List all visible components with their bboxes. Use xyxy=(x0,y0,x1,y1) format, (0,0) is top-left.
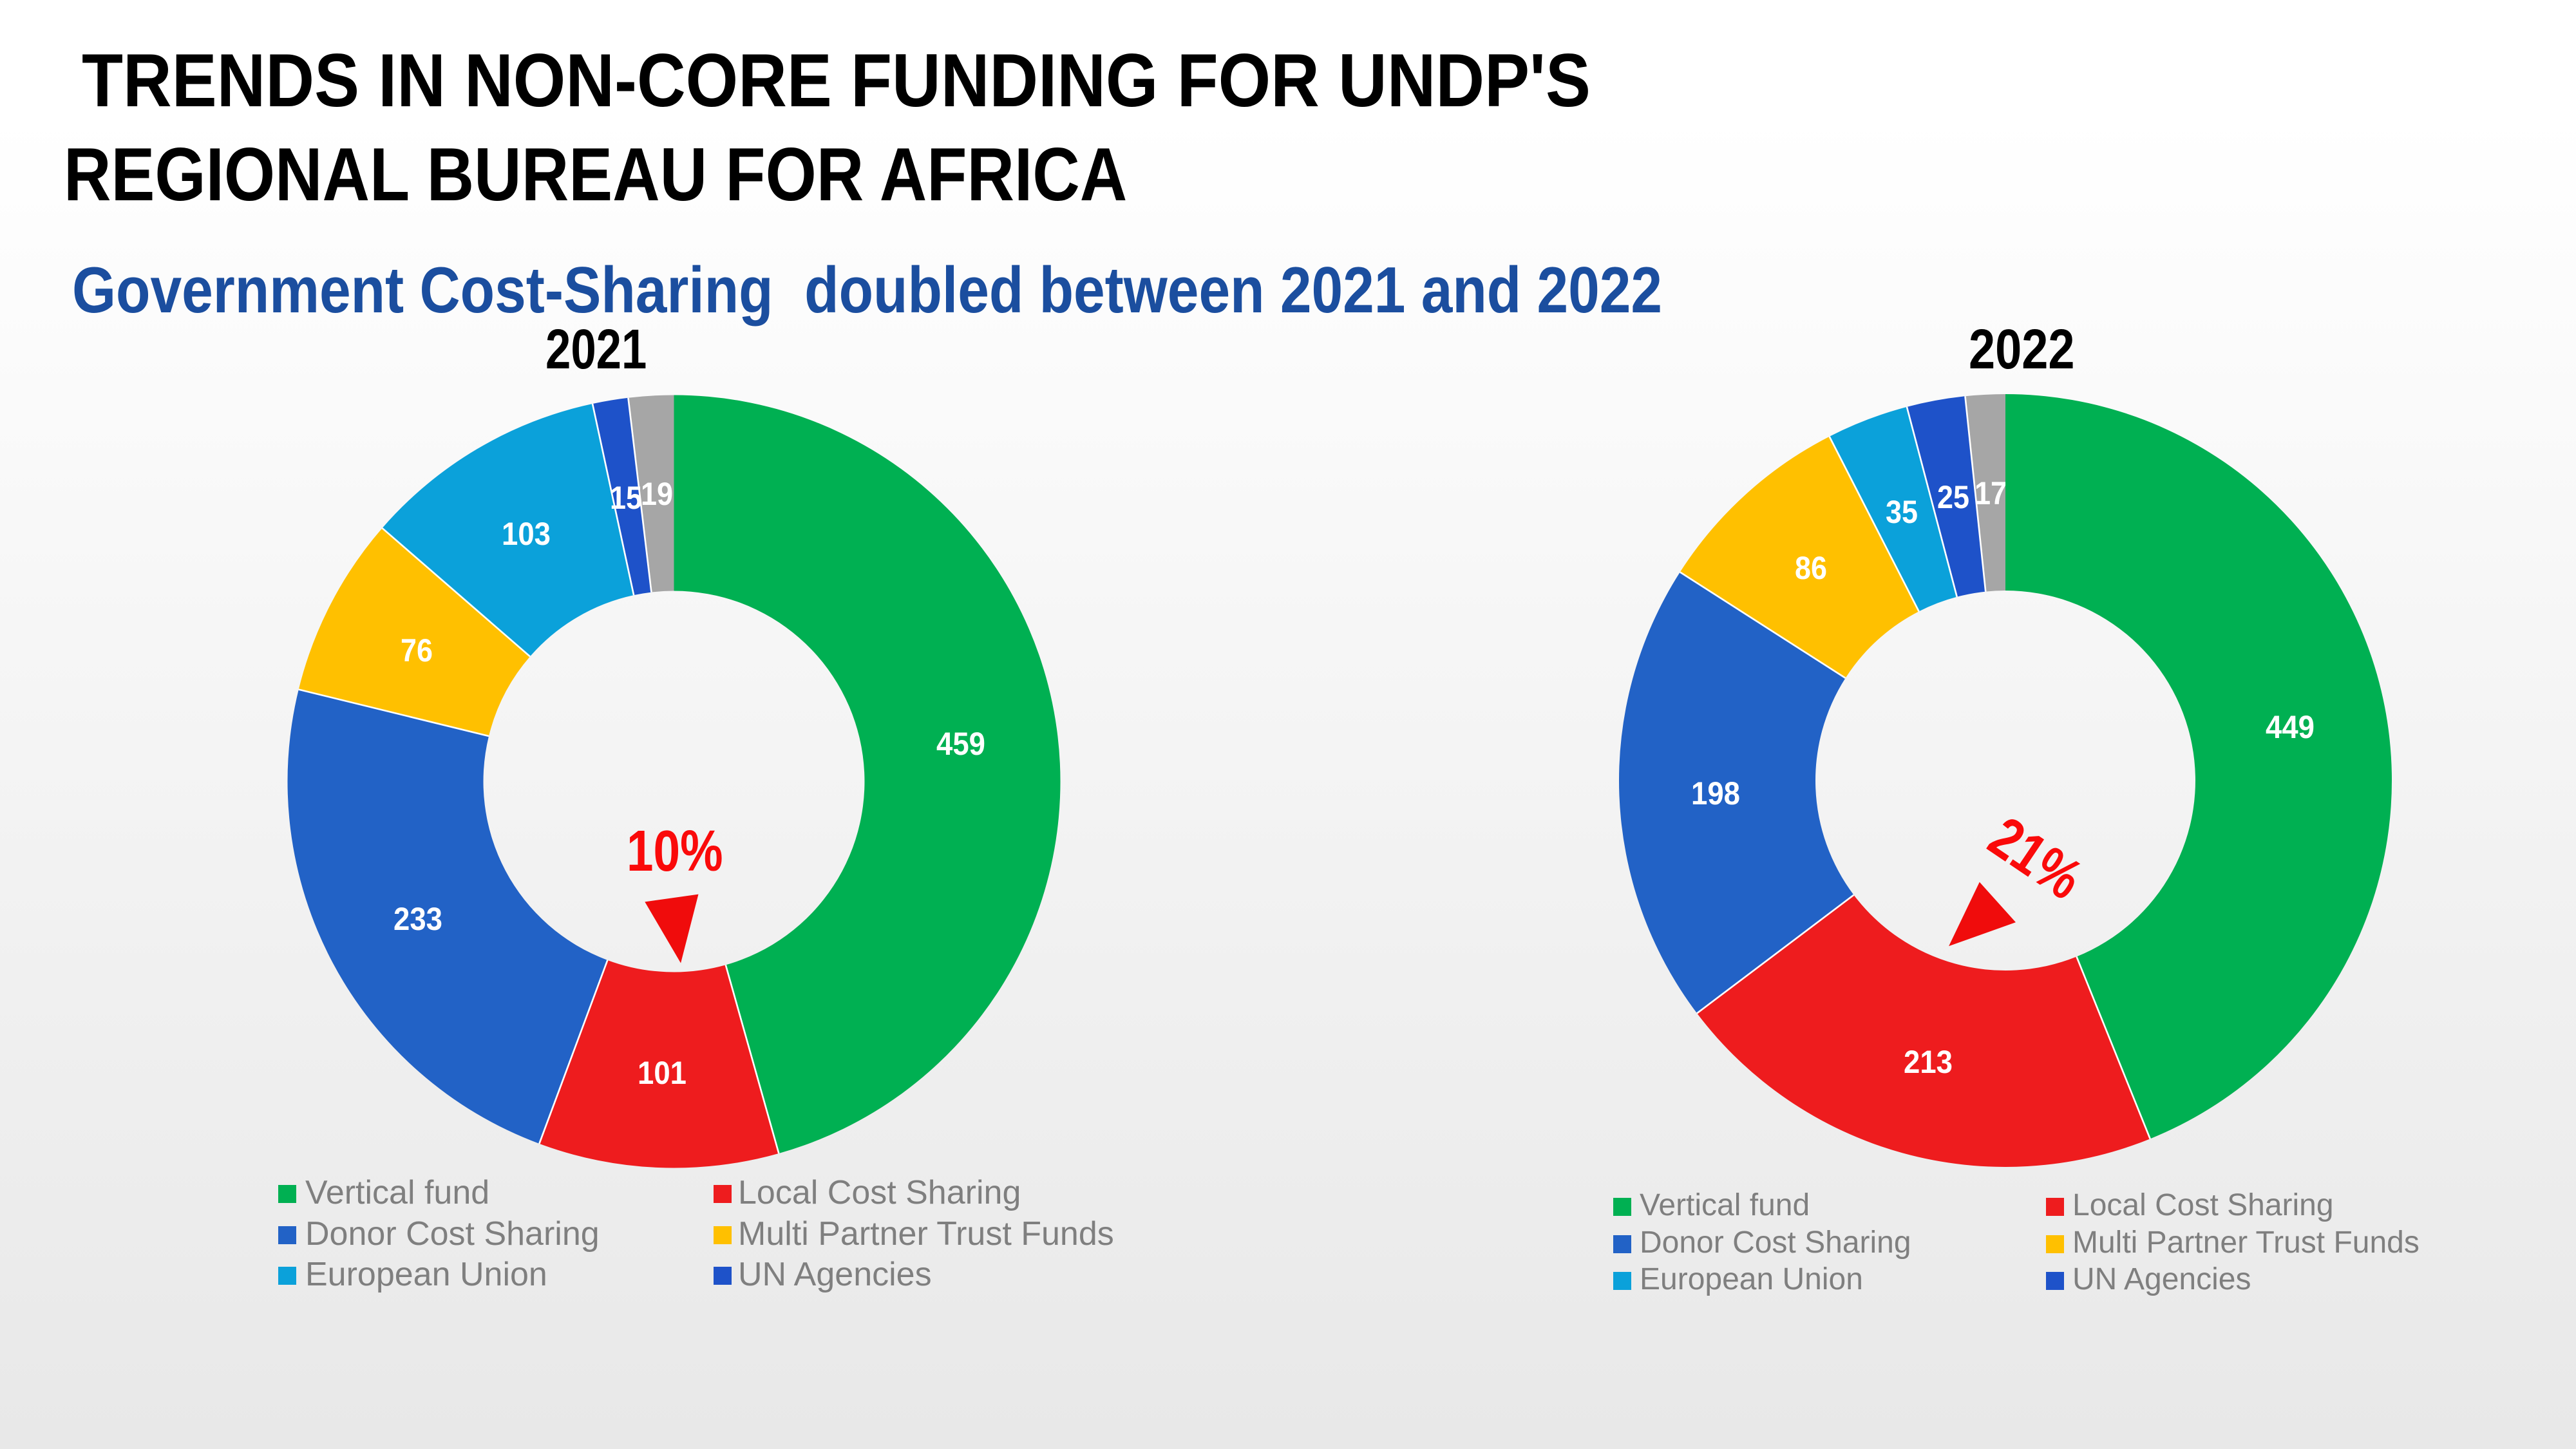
svg-text:86: 86 xyxy=(1795,550,1827,586)
svg-text:35: 35 xyxy=(1886,494,1918,530)
svg-text:213: 213 xyxy=(1904,1044,1953,1080)
svg-text:103: 103 xyxy=(502,516,551,552)
svg-text:233: 233 xyxy=(393,901,442,937)
svg-text:19: 19 xyxy=(641,476,673,512)
svg-text:198: 198 xyxy=(1691,775,1740,811)
svg-text:459: 459 xyxy=(936,726,985,762)
svg-text:25: 25 xyxy=(1937,479,1969,515)
svg-text:101: 101 xyxy=(638,1055,687,1091)
svg-text:449: 449 xyxy=(2266,709,2315,745)
svg-text:15: 15 xyxy=(610,480,642,516)
svg-text:17: 17 xyxy=(1975,475,2007,511)
svg-text:76: 76 xyxy=(401,632,433,668)
